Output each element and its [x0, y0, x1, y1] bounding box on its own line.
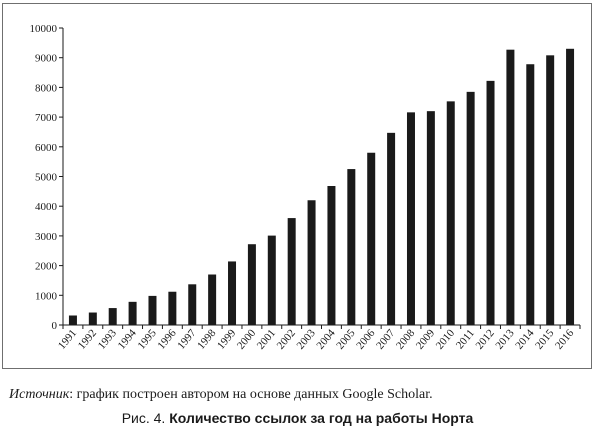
- caption-title: Количество ссылок за год на работы Норта: [169, 410, 474, 426]
- x-tick-label-1996: 1996: [155, 327, 179, 352]
- source-text: : график построен автором на основе данн…: [69, 387, 433, 402]
- bar-2016: [566, 48, 575, 325]
- bar-2014: [526, 64, 535, 325]
- bar-1995: [148, 295, 157, 325]
- x-tick-label-2001: 2001: [255, 327, 278, 352]
- bar-2003: [307, 200, 316, 325]
- bar-2009: [426, 111, 435, 325]
- bar-1996: [168, 291, 177, 325]
- x-tick-label-2000: 2000: [235, 327, 259, 352]
- source-label: Источник: [9, 387, 70, 402]
- x-tick-label-1992: 1992: [76, 327, 99, 352]
- bar-1992: [88, 312, 97, 325]
- y-tick-label: 10000: [30, 23, 58, 35]
- x-tick-label-2008: 2008: [394, 327, 418, 352]
- x-tick-label-2010: 2010: [434, 327, 458, 352]
- x-tick-label-1995: 1995: [135, 327, 159, 352]
- y-tick-label: 2000: [35, 261, 58, 273]
- y-tick-label: 4000: [35, 201, 58, 213]
- source-note: Источник: график построен автором на осн…: [9, 387, 433, 403]
- x-axis: 1991199219931994199519961997199819992000…: [56, 324, 581, 352]
- x-tick-label-1998: 1998: [195, 327, 219, 352]
- x-tick-label-1994: 1994: [116, 327, 140, 352]
- bar-2010: [446, 101, 455, 325]
- y-tick-label: 7000: [35, 112, 58, 124]
- bar-1997: [188, 284, 197, 325]
- bar-2015: [546, 55, 555, 325]
- bar-1994: [128, 301, 137, 325]
- bar-1998: [208, 274, 217, 325]
- x-tick-label-2014: 2014: [513, 327, 537, 352]
- bar-2005: [347, 169, 356, 325]
- y-tick-label: 9000: [35, 53, 58, 65]
- x-tick-label-2015: 2015: [533, 327, 557, 352]
- x-tick-label-2003: 2003: [295, 327, 319, 352]
- x-tick-label-2005: 2005: [334, 327, 358, 352]
- bar-2008: [406, 112, 415, 326]
- y-tick-label: 1000: [35, 290, 58, 302]
- bar-2013: [506, 49, 515, 325]
- bar-2004: [327, 186, 336, 325]
- x-tick-label-1991: 1991: [56, 327, 79, 352]
- bar-2002: [287, 218, 296, 325]
- x-tick-label-2004: 2004: [314, 327, 338, 352]
- bar-chart: 0 1000 2000 3000 4000 5000 6000 7000 8000 9000 100…: [30, 23, 581, 352]
- x-tick-label-2013: 2013: [493, 327, 517, 352]
- bar-2006: [367, 152, 376, 325]
- bar-2007: [387, 132, 396, 325]
- y-tick-label: 8000: [35, 82, 58, 94]
- y-tick-label: 3000: [35, 231, 58, 243]
- bars: [68, 48, 575, 326]
- figure-caption: Рис. 4. Количество ссылок за год на рабо…: [0, 410, 595, 426]
- bar-1991: [68, 315, 77, 325]
- x-tick-label-2009: 2009: [414, 327, 438, 352]
- x-tick-label-2012: 2012: [473, 327, 496, 352]
- bar-2011: [466, 91, 475, 325]
- caption-prefix: Рис. 4.: [121, 410, 170, 426]
- bar-2000: [247, 244, 256, 325]
- bar-2001: [267, 235, 276, 325]
- chart-frame: 0 1000 2000 3000 4000 5000 6000 7000 8000 9000 100…: [2, 3, 592, 369]
- x-tick-label-1993: 1993: [96, 327, 120, 352]
- y-axis: 0 1000 2000 3000 4000 5000 6000 7000 8000 9000 100…: [30, 23, 64, 332]
- y-tick-label: 6000: [35, 142, 58, 154]
- bar-1993: [108, 308, 117, 325]
- x-tick-label-2016: 2016: [553, 327, 577, 352]
- x-tick-label-1997: 1997: [175, 327, 199, 352]
- x-tick-label-2002: 2002: [275, 327, 298, 352]
- x-tick-label-2006: 2006: [354, 327, 378, 352]
- y-tick-label: 0: [52, 320, 58, 332]
- y-tick-label: 5000: [35, 172, 58, 184]
- bar-2012: [486, 80, 495, 325]
- bar-1999: [228, 261, 237, 325]
- x-tick-label-2007: 2007: [374, 327, 398, 352]
- x-tick-label-2011: 2011: [454, 327, 477, 351]
- x-tick-label-1999: 1999: [215, 327, 239, 352]
